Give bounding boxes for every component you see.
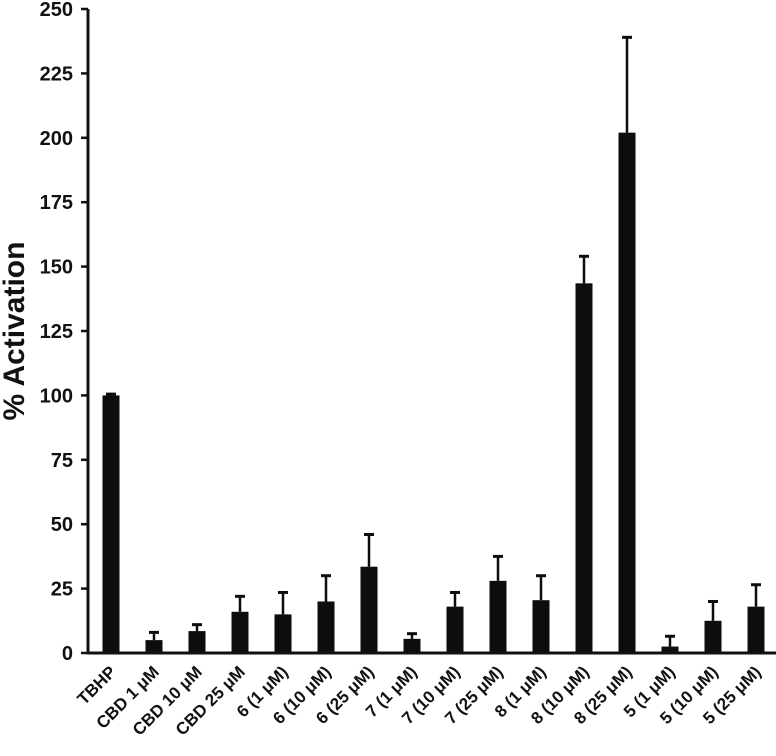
y-tick-label: 50	[51, 514, 73, 536]
bar	[360, 533, 378, 653]
bar	[403, 632, 421, 653]
bar	[188, 623, 206, 653]
bar	[661, 634, 679, 653]
bar	[317, 574, 335, 653]
bar	[618, 35, 636, 653]
y-tick-label: 225	[40, 63, 73, 85]
bar	[532, 574, 550, 653]
bar	[145, 630, 163, 653]
svg-text:% Activation: % Activation	[0, 242, 31, 421]
y-tick-label: 125	[40, 321, 73, 343]
bar	[575, 254, 593, 653]
bar	[704, 599, 722, 653]
y-tick-label: 250	[40, 0, 73, 21]
bar	[446, 590, 464, 653]
y-tick-label: 100	[40, 385, 73, 407]
y-tick-label: 25	[51, 579, 73, 601]
y-tick-label: 0	[62, 643, 73, 665]
bar	[274, 590, 292, 653]
y-tick-label: 75	[51, 450, 73, 472]
bars	[102, 35, 765, 653]
bar	[747, 583, 765, 653]
bar	[489, 554, 507, 653]
y-axis: 0 25 50 75 100 125 150 175 200 225 250	[40, 0, 90, 665]
bar	[231, 594, 249, 653]
bar	[102, 392, 120, 653]
y-tick-label: 175	[40, 192, 73, 214]
y-tick-label: 200	[40, 128, 73, 150]
y-tick-label: 150	[40, 257, 73, 279]
y-axis-title: % Activation	[0, 242, 31, 421]
